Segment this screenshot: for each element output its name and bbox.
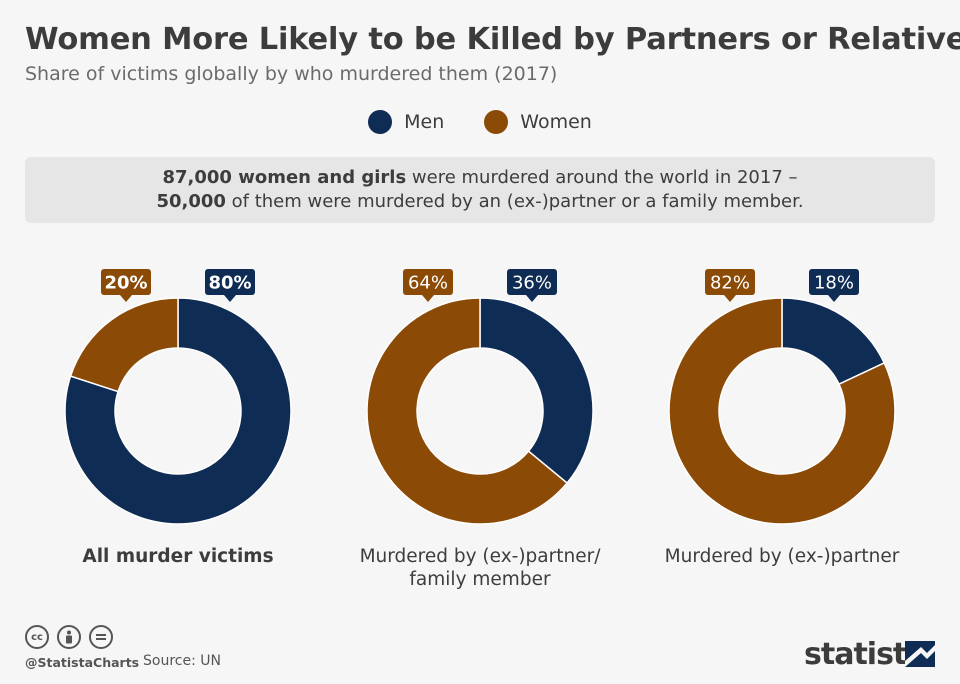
donut-2-badge-women: 64% bbox=[403, 269, 453, 302]
donut-3-slice-women bbox=[668, 297, 896, 525]
donut-1-value-men: 80% bbox=[208, 273, 251, 294]
donut-2-slice-men bbox=[479, 297, 594, 485]
chart-title: Women More Likely to be Killed by Partne… bbox=[25, 22, 960, 57]
chart-label-partner: Murdered by (ex-)partner bbox=[664, 546, 900, 567]
donut-1-badge-women-bg bbox=[101, 269, 151, 295]
donut-2-badge-men-pointer bbox=[526, 295, 538, 302]
legend-swatch-women bbox=[484, 110, 509, 134]
donut-1-badge-women-pointer bbox=[120, 295, 132, 302]
donut-1-slice-women bbox=[69, 297, 179, 393]
no-derivatives-icon bbox=[89, 625, 113, 649]
footer-handle: @StatistaCharts bbox=[25, 655, 140, 670]
donut-3-badge-women-bg bbox=[705, 269, 755, 295]
donut-2-slice-women bbox=[366, 297, 569, 525]
donut-2-badge-women-pointer bbox=[422, 295, 434, 302]
legend-label-men: Men bbox=[404, 111, 445, 133]
donut-3-badge-women-pointer bbox=[724, 295, 736, 302]
info-line-1-rest: were murdered around the world in 2017 – bbox=[406, 167, 798, 188]
donut-3-badge-women: 82% bbox=[705, 269, 755, 302]
donut-1-badge-men-pointer bbox=[224, 295, 236, 302]
donut-1-badge-women: 20% bbox=[101, 269, 151, 302]
legend-label-women: Women bbox=[520, 111, 592, 133]
legend-item-men: Men bbox=[368, 110, 444, 134]
info-line-2-bold: 50,000 bbox=[156, 191, 226, 212]
donut-1-badge-men: 80% bbox=[205, 269, 255, 302]
donut-3-badge-men-pointer bbox=[828, 295, 840, 302]
chart-label-all-victims: All murder victims bbox=[82, 546, 274, 567]
donut-2-value-women: 64% bbox=[408, 273, 448, 294]
chart-label-partner-family-line-1: Murdered by (ex-)partner/ bbox=[359, 546, 601, 567]
license-icons: cc bbox=[25, 625, 113, 649]
donut-charts: 80% 20% 36% 64% 18% 82% bbox=[64, 269, 896, 525]
legend-swatch-men bbox=[368, 110, 393, 134]
info-line-1-bold: 87,000 women and girls bbox=[162, 167, 407, 188]
legend-item-women: Women bbox=[484, 110, 592, 134]
donut-1-value-women: 20% bbox=[104, 273, 147, 294]
donut-2-badge-men: 36% bbox=[507, 269, 557, 302]
donut-2-value-men: 36% bbox=[512, 273, 552, 294]
donut-3-badge-men-bg bbox=[809, 269, 859, 295]
legend: Men Women bbox=[0, 110, 960, 134]
info-line-1: 87,000 women and girls were murdered aro… bbox=[163, 166, 798, 190]
statista-logo-icon bbox=[905, 641, 935, 667]
attribution-icon bbox=[57, 625, 81, 649]
info-box: 87,000 women and girls were murdered aro… bbox=[25, 157, 935, 223]
chart-label-partner-family-line-2: family member bbox=[409, 569, 551, 590]
donut-2-badge-women-bg bbox=[403, 269, 453, 295]
info-line-2: 50,000 of them were murdered by an (ex-)… bbox=[156, 190, 803, 214]
donut-3-badge-men: 18% bbox=[809, 269, 859, 302]
donut-1-badge-men-bg bbox=[205, 269, 255, 295]
donut-2-badge-men-bg bbox=[507, 269, 557, 295]
donut-3-value-women: 82% bbox=[710, 273, 750, 294]
footer-source: Source: UN bbox=[143, 653, 221, 669]
creative-commons-icon: cc bbox=[25, 625, 49, 649]
donut-1-slice-men bbox=[64, 297, 292, 525]
info-line-2-rest: of them were murdered by an (ex-)partner… bbox=[225, 191, 804, 212]
donut-3-value-men: 18% bbox=[814, 273, 854, 294]
chart-subtitle: Share of victims globally by who murdere… bbox=[25, 63, 558, 85]
chart-label-partner-family: Murdered by (ex-)partner/ family member bbox=[330, 545, 630, 591]
